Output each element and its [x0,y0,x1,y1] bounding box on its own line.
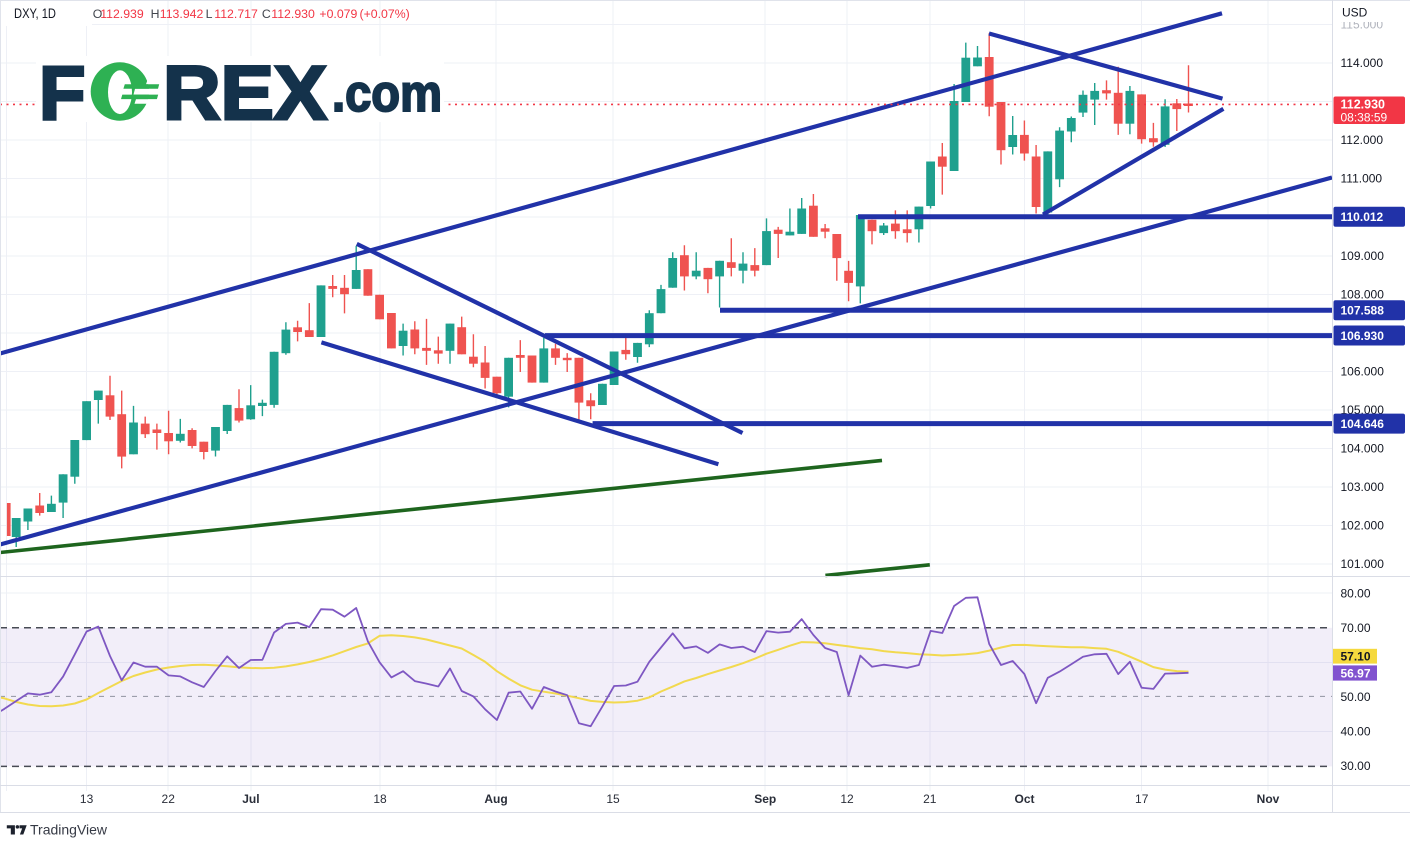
svg-text:30.00: 30.00 [1341,759,1371,773]
svg-text:57.10: 57.10 [1341,649,1371,663]
svg-text:DXY, 1D: DXY, 1D [14,6,56,21]
svg-text:15: 15 [606,792,620,806]
svg-text:40.00: 40.00 [1341,724,1371,738]
svg-text:102.000: 102.000 [1341,519,1385,533]
svg-text:Sep: Sep [754,792,776,806]
svg-text:104.000: 104.000 [1341,442,1385,456]
svg-text:80.00: 80.00 [1341,586,1371,600]
svg-text:70.00: 70.00 [1341,621,1371,635]
svg-text:104.646: 104.646 [1341,417,1385,431]
svg-text:08:38:59: 08:38:59 [1341,111,1388,125]
svg-text:108.000: 108.000 [1341,287,1385,301]
svg-text:106.930: 106.930 [1341,329,1385,343]
svg-text:12: 12 [840,792,854,806]
svg-text:13: 13 [80,792,94,806]
svg-text:56.97: 56.97 [1341,666,1371,680]
svg-text:112.930: 112.930 [1341,98,1386,112]
svg-text:Aug: Aug [484,792,507,806]
svg-text:106.000: 106.000 [1341,364,1385,378]
svg-text:109.000: 109.000 [1341,249,1385,263]
svg-text:101.000: 101.000 [1341,557,1385,571]
svg-text:107.588: 107.588 [1341,304,1385,318]
svg-text:22: 22 [162,792,176,806]
svg-text:Jul: Jul [242,792,259,806]
svg-text:105.000: 105.000 [1341,403,1385,417]
svg-text:111.000: 111.000 [1341,172,1383,186]
svg-text:114.000: 114.000 [1341,56,1384,70]
svg-text:110.012: 110.012 [1341,210,1384,224]
svg-text:103.000: 103.000 [1341,480,1385,494]
svg-text:USD: USD [1342,6,1368,20]
svg-text:50.00: 50.00 [1341,690,1371,704]
svg-text:REX: REX [163,51,327,136]
svg-text:.com: .com [332,65,442,123]
svg-text:Nov: Nov [1257,792,1280,806]
svg-text:Oct: Oct [1014,792,1034,806]
svg-text:F: F [39,51,85,136]
svg-text:18: 18 [373,792,387,806]
svg-text:112.000: 112.000 [1341,133,1384,147]
svg-text:17: 17 [1135,792,1149,806]
svg-text:TradingView: TradingView [30,822,108,838]
svg-text:21: 21 [923,792,937,806]
